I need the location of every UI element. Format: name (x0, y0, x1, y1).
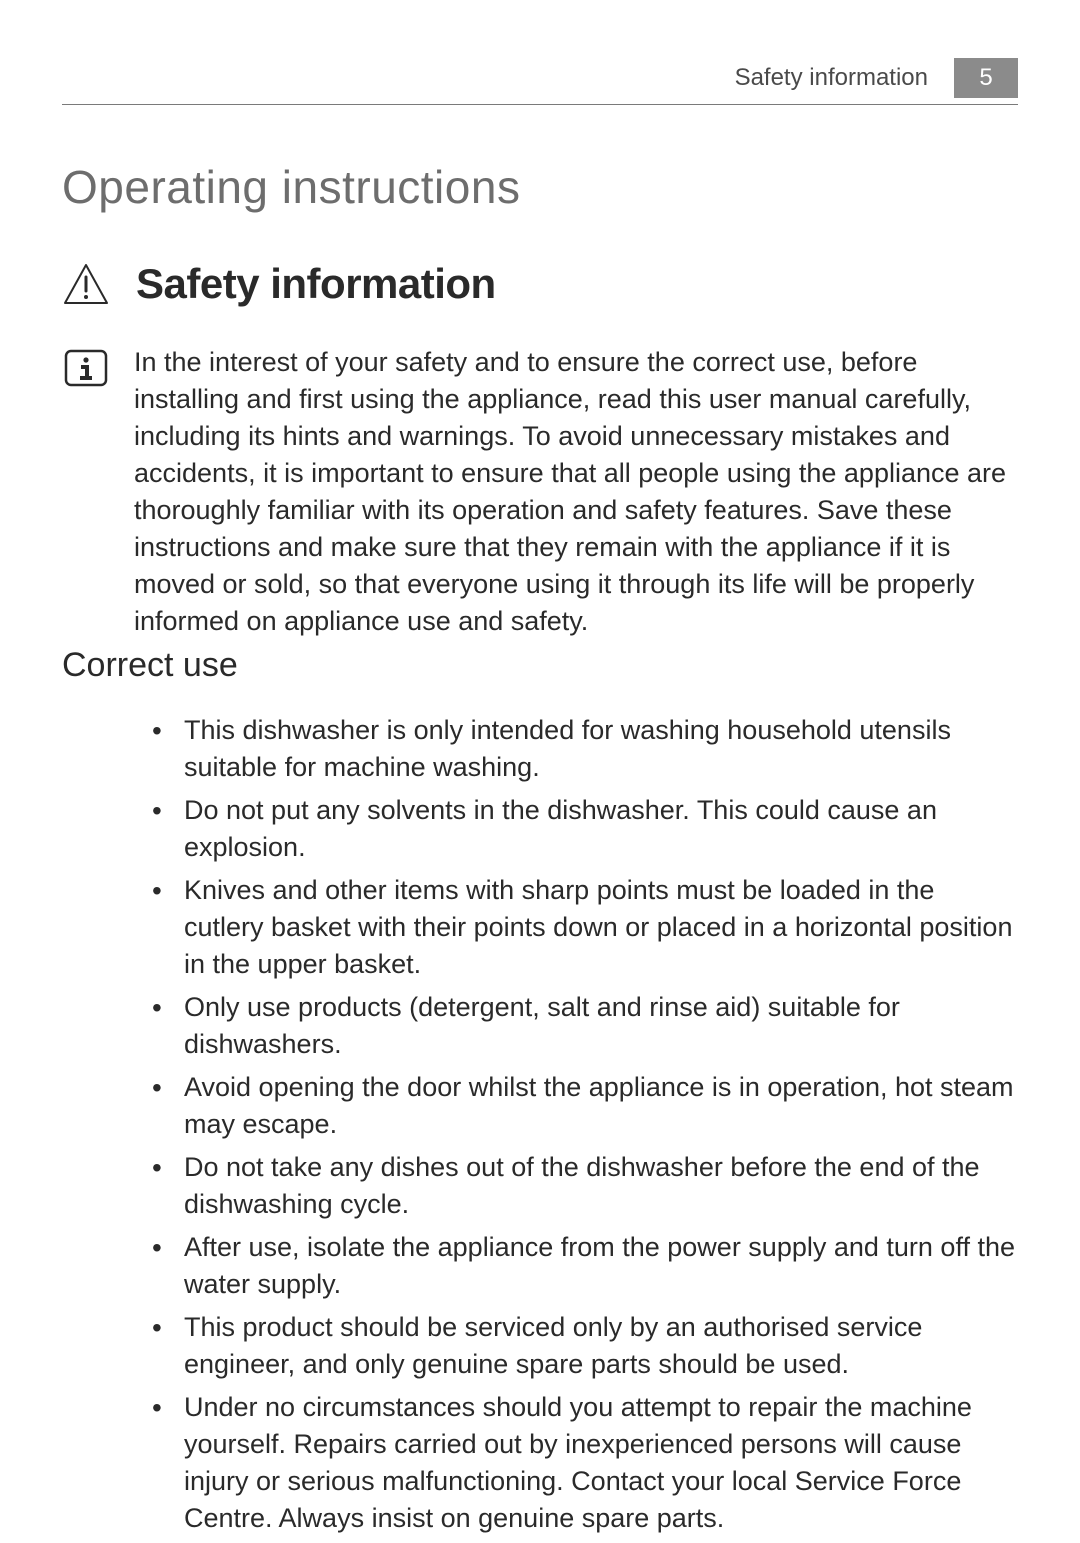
list-item: Only use products (detergent, salt and r… (152, 989, 1018, 1063)
list-item: Under no circumstances should you attemp… (152, 1389, 1018, 1537)
list-item: After use, isolate the appliance from th… (152, 1229, 1018, 1303)
page-title: Operating instructions (62, 160, 520, 214)
info-block: In the interest of your safety and to en… (62, 344, 1018, 640)
safety-heading-row: Safety information (62, 260, 496, 313)
page-header: Safety information 5 (735, 58, 1018, 98)
list-item: Do not put any solvents in the dishwashe… (152, 792, 1018, 866)
list-item: Knives and other items with sharp points… (152, 872, 1018, 983)
header-rule (62, 104, 1018, 105)
list-item: Do not take any dishes out of the dishwa… (152, 1149, 1018, 1223)
correct-use-heading: Correct use (62, 646, 238, 685)
info-icon (62, 348, 110, 393)
header-section-label: Safety information (735, 64, 954, 92)
safety-heading: Safety information (136, 260, 496, 308)
correct-use-list: This dishwasher is only intended for was… (152, 712, 1018, 1543)
warning-icon (62, 260, 110, 313)
list-item: This product should be serviced only by … (152, 1309, 1018, 1383)
list-item: Avoid opening the door whilst the applia… (152, 1069, 1018, 1143)
page-number: 5 (954, 58, 1018, 98)
info-paragraph: In the interest of your safety and to en… (134, 344, 1018, 640)
list-item: This dishwasher is only intended for was… (152, 712, 1018, 786)
